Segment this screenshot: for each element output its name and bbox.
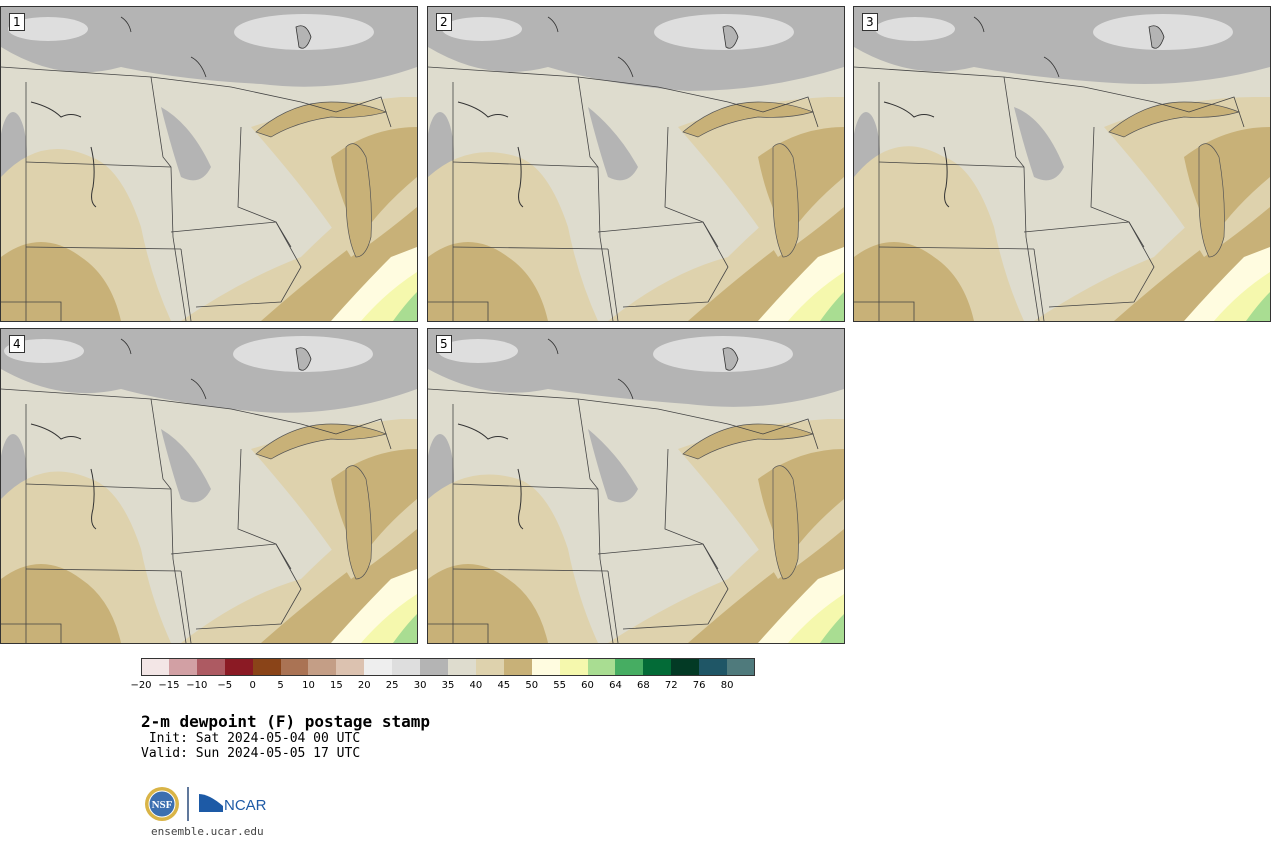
colorbar-tick-label: 40 (469, 680, 483, 691)
colorbar-swatch (503, 658, 533, 676)
colorbar-swatch (475, 658, 505, 676)
stamp-panel-4[interactable]: 4 (0, 328, 418, 644)
colorbar-swatch (448, 658, 477, 676)
colorbar-swatch (308, 658, 337, 676)
colorbar-swatch (643, 658, 672, 676)
dewpoint-map (854, 7, 1270, 321)
colorbar-swatch (699, 658, 728, 676)
logos: NSF NCAR (143, 784, 283, 824)
dewpoint-map (428, 329, 844, 643)
colorbar-swatch (224, 658, 254, 676)
colorbar-tick-label: 35 (441, 680, 455, 691)
colorbar-tick-label: −15 (158, 680, 180, 691)
colorbar-swatch (392, 658, 421, 676)
stamp-panel-1[interactable]: 1 (0, 6, 418, 322)
colorbar-tick-label: 20 (357, 680, 371, 691)
dewpoint-map (1, 329, 417, 643)
colorbar-tick-label: −20 (130, 680, 152, 691)
colorbar-swatch (168, 658, 198, 676)
colorbar-tick-label: −5 (217, 680, 233, 691)
colorbar-swatch (364, 658, 393, 676)
colorbar-tick-label: 30 (413, 680, 427, 691)
valid-time: Valid: Sun 2024-05-05 17 UTC (141, 746, 361, 761)
colorbar-tick-label: 15 (329, 680, 343, 691)
colorbar-tick-label: 76 (692, 680, 706, 691)
colorbar-tick-label: 72 (664, 680, 678, 691)
site-url[interactable]: ensemble.ucar.edu (151, 825, 264, 838)
colorbar-swatch (196, 658, 226, 676)
colorbar-swatch (615, 658, 644, 676)
colorbar-tick-label: 0 (249, 680, 256, 691)
colorbar-tick-label: 10 (302, 680, 315, 691)
colorbar-tick-label: 45 (497, 680, 511, 691)
dewpoint-map (1, 7, 417, 321)
colorbar-swatch (531, 658, 561, 676)
svg-text:NSF: NSF (152, 799, 173, 811)
colorbar-tick-label: −10 (186, 680, 208, 691)
colorbar-tick-label: 68 (636, 680, 650, 691)
colorbar-swatch (141, 658, 170, 676)
dewpoint-map (428, 7, 844, 321)
stamp-number: 2 (436, 13, 452, 31)
colorbar-tick-label: 55 (553, 680, 566, 691)
page-title: 2-m dewpoint (F) postage stamp (141, 712, 430, 731)
init-time: Init: Sat 2024-05-04 00 UTC (141, 731, 361, 746)
colorbar-swatch (727, 658, 756, 676)
stamp-panel-3[interactable]: 3 (853, 6, 1271, 322)
stamp-number: 3 (862, 13, 878, 31)
stamp-panel-2[interactable]: 2 (427, 6, 845, 322)
stamp-number: 5 (436, 335, 452, 353)
colorbar-tick-label: 64 (609, 680, 622, 691)
colorbar-swatch (587, 658, 616, 676)
colorbar-tick-label: 50 (525, 680, 539, 691)
colorbar-swatch (420, 658, 449, 676)
colorbar-tick-label: 60 (581, 680, 594, 691)
colorbar-tick-label: 25 (385, 680, 399, 691)
stamp-number: 4 (9, 335, 25, 353)
ncar-logo-icon: NCAR (199, 794, 267, 814)
colorbar-swatch (559, 658, 589, 676)
colorbar-swatch (252, 658, 282, 676)
colorbar-tick-label: 5 (277, 680, 284, 691)
stamp-panel-5[interactable]: 5 (427, 328, 845, 644)
svg-text:NCAR: NCAR (224, 797, 267, 814)
stamp-number: 1 (9, 13, 25, 31)
nsf-logo-icon: NSF (145, 787, 179, 821)
colorbar-swatch (336, 658, 365, 676)
colorbar-swatch (671, 658, 700, 676)
colorbar-tick-label: 80 (720, 680, 734, 691)
colorbar-swatch (280, 658, 309, 676)
